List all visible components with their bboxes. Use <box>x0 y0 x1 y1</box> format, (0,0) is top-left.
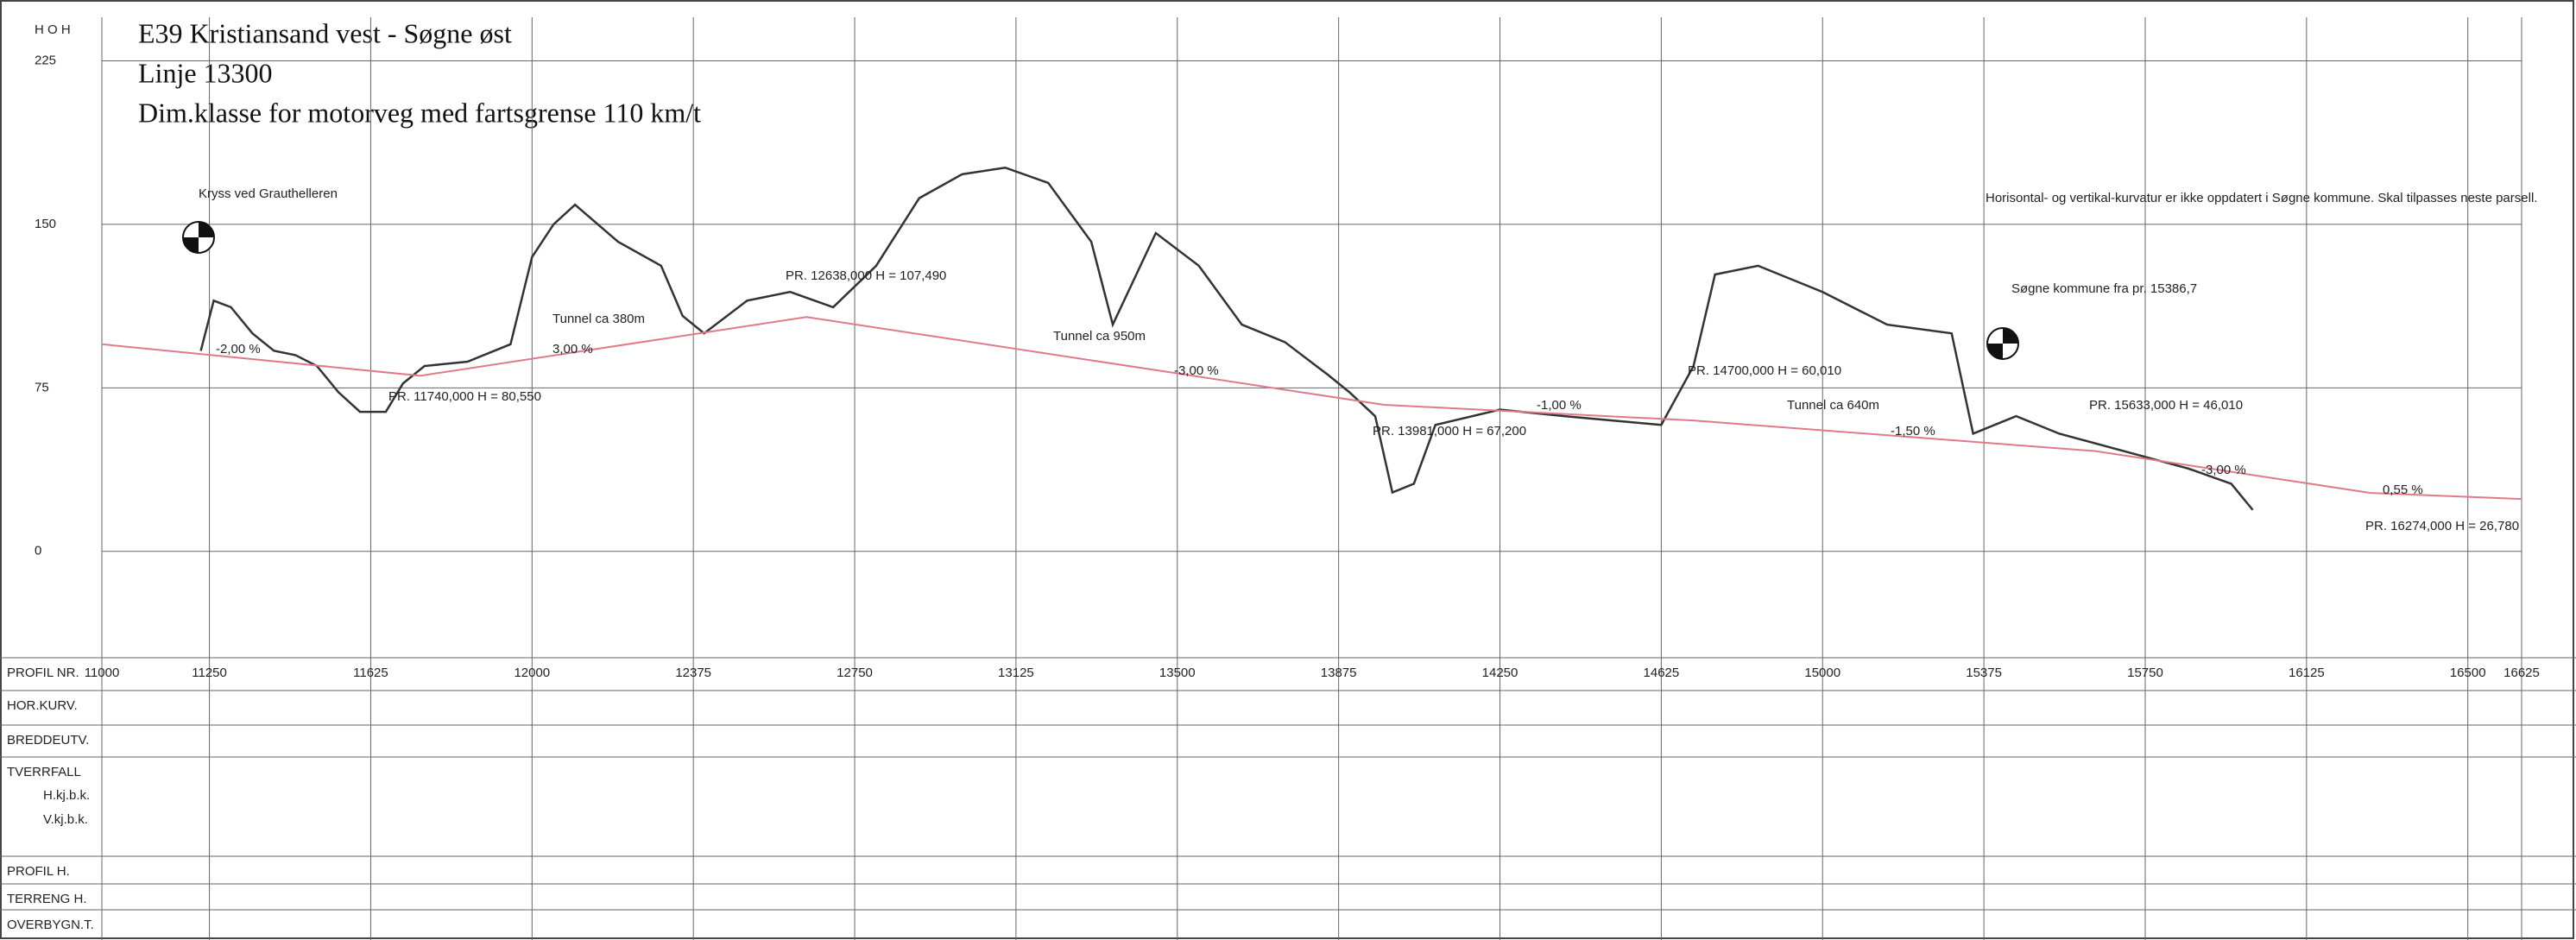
annotation: Tunnel ca 950m <box>1053 329 1146 344</box>
annotation: Horisontal- og vertikal-kurvatur er ikke… <box>1986 191 2537 205</box>
profile-line <box>101 316 2522 501</box>
annotation: PR. 16274,000 H = 26,780 <box>2365 519 2519 533</box>
row-label: BREDDEUTV. <box>7 733 89 748</box>
x-tick-label: 15375 <box>1966 666 2002 680</box>
title-line: Dim.klasse for motorveg med fartsgrense … <box>138 97 701 128</box>
annotation: Kryss ved Grauthelleren <box>199 186 338 201</box>
annotation: Tunnel ca 380m <box>552 312 645 326</box>
marker-symbol <box>1987 328 2018 359</box>
row-label: HOR.KURV. <box>7 698 78 713</box>
y-tick-label: 150 <box>35 217 56 231</box>
title-line: E39 Kristiansand vest - Søgne øst <box>138 17 512 48</box>
x-tick-label: 12750 <box>837 666 873 680</box>
annotation: 3,00 % <box>552 342 593 356</box>
row-label: V.kj.b.k. <box>43 812 88 827</box>
x-tick-label: 15750 <box>2127 666 2163 680</box>
x-tick-label: 14250 <box>1482 666 1518 680</box>
x-tick-label: 13125 <box>998 666 1034 680</box>
annotation: -1,50 % <box>1891 424 1935 438</box>
annotation: PR. 14700,000 H = 60,010 <box>1688 363 1841 378</box>
annotation: Tunnel ca 640m <box>1787 398 1879 413</box>
x-tick-label: 14625 <box>1644 666 1680 680</box>
row-label: OVERBYGN.T. <box>7 918 94 932</box>
row-label: H.kj.b.k. <box>43 788 90 803</box>
annotation: -1,00 % <box>1537 398 1582 413</box>
annotation: 0,55 % <box>2383 483 2423 497</box>
x-tick-label: 13875 <box>1321 666 1357 680</box>
row-label: TERRENG H. <box>7 892 87 906</box>
annotation: PR. 11740,000 H = 80,550 <box>388 389 541 404</box>
y-tick-label: 225 <box>35 53 56 67</box>
x-tick-label: 16125 <box>2289 666 2325 680</box>
annotation: -3,00 % <box>1174 363 1219 378</box>
row-label: PROFIL H. <box>7 864 70 879</box>
annotation: PR. 12638,000 H = 107,490 <box>786 268 946 283</box>
annotation: -3,00 % <box>2201 463 2246 477</box>
x-tick-label: 16625 <box>2503 666 2540 680</box>
x-tick-label: 11000 <box>85 666 120 680</box>
x-tick-label: 13500 <box>1159 666 1196 680</box>
x-tick-label: 11250 <box>192 666 227 680</box>
annotation: PR. 13981,000 H = 67,200 <box>1373 424 1526 438</box>
annotation: -2,00 % <box>216 342 261 356</box>
x-tick-label: 12375 <box>675 666 711 680</box>
marker-symbol <box>183 222 214 253</box>
x-tick-label: 12000 <box>514 666 550 680</box>
x-tick-label: 11625 <box>353 666 388 680</box>
profile-line <box>199 166 2254 511</box>
row-label: PROFIL NR. <box>7 666 79 680</box>
annotation: PR. 15633,000 H = 46,010 <box>2089 398 2243 413</box>
title-line: Linje 13300 <box>138 57 273 88</box>
y-axis-label: H O H <box>35 22 71 37</box>
x-tick-label: 15000 <box>1804 666 1840 680</box>
x-tick-label: 16500 <box>2450 666 2486 680</box>
annotation: Søgne kommune fra pr. 15386,7 <box>2011 281 2197 296</box>
y-tick-label: 0 <box>35 544 41 558</box>
y-tick-label: 75 <box>35 380 49 394</box>
row-label: TVERRFALL <box>7 765 81 779</box>
